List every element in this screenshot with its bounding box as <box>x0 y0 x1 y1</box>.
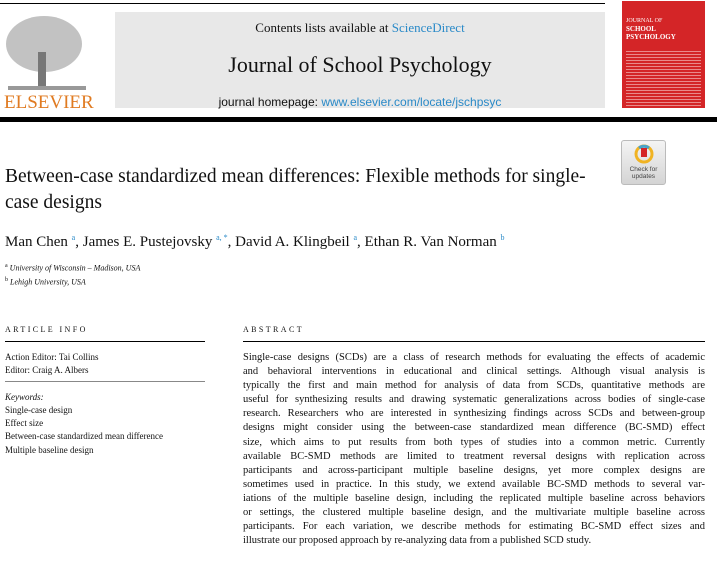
check-for-updates-button[interactable]: Check for updates <box>621 140 666 185</box>
author-list: Man Chen a, James E. Pustejovsky a, *, D… <box>5 233 505 250</box>
abstract-line: iations of the multiple baseline design,… <box>243 492 705 504</box>
abstract-line: designs might consider using the between… <box>243 422 705 434</box>
keyword: Effect size <box>5 418 44 428</box>
aff-sup: b <box>5 277 8 283</box>
bookmark-icon <box>634 144 653 164</box>
abstract-heading: ABSTRACT <box>243 325 304 334</box>
editor: Editor: Craig A. Albers <box>5 365 89 375</box>
author-sup[interactable]: a <box>353 233 358 242</box>
abstract-line: and behavioral interventions in educatio… <box>243 366 705 378</box>
affiliation: a University of Wisconsin – Madison, USA <box>5 263 140 273</box>
top-rule <box>0 3 605 4</box>
abstract-line: participants and across-participant mult… <box>243 464 705 476</box>
publisher-name: ELSEVIER <box>4 92 94 110</box>
abstract-text: Single-case designs (SCDs) are a class o… <box>243 351 705 548</box>
author-sup[interactable]: b <box>500 233 505 242</box>
abstract-line: research. Researchers who are interested… <box>243 408 705 420</box>
author[interactable]: David A. Klingbeil <box>235 234 350 250</box>
aff-sup: a <box>5 263 8 269</box>
homepage-line: journal homepage: www.elsevier.com/locat… <box>115 95 605 109</box>
cover-title-2: SCHOOL PSYCHOLOGY <box>626 25 676 41</box>
divider <box>5 341 205 342</box>
abstract-line: participants. For each variation, we des… <box>243 521 705 533</box>
keyword: Single-case design <box>5 405 73 415</box>
author[interactable]: Man Chen <box>5 234 68 250</box>
abstract-line: or settings, the clustered multiple base… <box>243 507 705 519</box>
cover-title-1: JOURNAL OF <box>626 18 663 24</box>
contents-label: Contents lists available at <box>255 20 392 35</box>
keywords-label: Keywords: <box>5 392 44 402</box>
badge-label: Check for updates <box>629 166 658 180</box>
contents-line: Contents lists available at ScienceDirec… <box>115 20 605 36</box>
article-title: Between-case standardized mean differenc… <box>5 166 586 213</box>
affiliation: b Lehigh University, USA <box>5 277 86 287</box>
elsevier-logo: ELSEVIER <box>2 12 94 113</box>
tree-icon: ELSEVIER <box>4 16 94 113</box>
author-sup[interactable]: a, * <box>216 233 228 242</box>
abstract-line: typically the first and main method for … <box>243 380 705 392</box>
keyword: Between-case standardized mean differenc… <box>5 431 163 441</box>
journal-title: Journal of School Psychology <box>228 52 492 77</box>
action-editor: Action Editor: Tai Collins <box>5 352 99 362</box>
abstract-line: sometimes used in practice. In this stud… <box>243 478 705 490</box>
author[interactable]: James E. Pustejovsky <box>82 234 213 250</box>
abstract-line: available BC-SMD methods are limited to … <box>243 450 705 462</box>
header-bar <box>0 117 717 122</box>
article-info-heading: ARTICLE INFO <box>5 325 88 334</box>
author-sup[interactable]: a <box>71 233 76 242</box>
homepage-label: journal homepage: <box>218 95 322 109</box>
homepage-link[interactable]: www.elsevier.com/locate/jschpsyc <box>321 95 502 109</box>
abstract-line: Single-case designs (SCDs) are a class o… <box>243 352 705 363</box>
author[interactable]: Ethan R. Van Norman <box>364 234 497 250</box>
abstract-line: size, which aims to put results from bot… <box>243 436 705 448</box>
divider <box>5 381 205 382</box>
abstract-line: useful for synthesizing results and draw… <box>243 394 705 406</box>
abstract-line: illustrate our proposed approach by re-a… <box>243 535 592 547</box>
keyword: Multiple baseline design <box>5 445 94 455</box>
sciencedirect-link[interactable]: ScienceDirect <box>391 20 465 35</box>
divider <box>243 341 705 342</box>
aff-text: Lehigh University, USA <box>10 277 86 287</box>
aff-text: University of Wisconsin – Madison, USA <box>9 263 141 273</box>
journal-cover: JOURNAL OF SCHOOL PSYCHOLOGY <box>622 1 705 108</box>
journal-header: Contents lists available at ScienceDirec… <box>115 12 605 109</box>
